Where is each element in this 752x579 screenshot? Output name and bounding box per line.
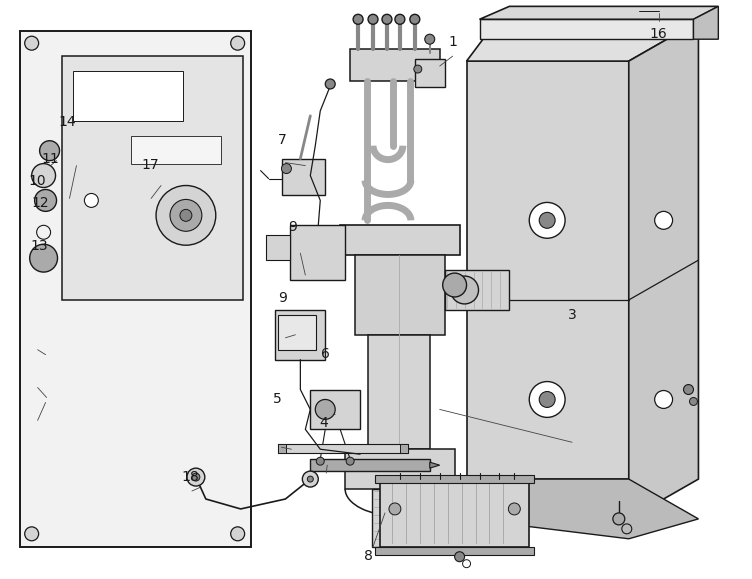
Bar [278,444,408,453]
Text: 9: 9 [278,291,287,305]
Text: 6: 6 [320,347,329,361]
Bar [74,71,183,121]
Circle shape [655,211,672,229]
Bar [278,444,287,453]
Bar [278,315,317,350]
Polygon shape [283,159,326,196]
Polygon shape [290,225,345,280]
Circle shape [690,397,697,405]
Polygon shape [693,6,718,39]
Text: 8: 8 [364,549,373,563]
Circle shape [539,212,555,228]
Circle shape [450,276,478,304]
Circle shape [455,552,465,562]
Circle shape [326,79,335,89]
Polygon shape [20,31,250,547]
Circle shape [308,476,314,482]
Polygon shape [275,310,326,360]
Circle shape [539,391,555,408]
Circle shape [315,400,335,419]
Circle shape [187,468,205,486]
Text: 4: 4 [320,416,328,430]
Text: 5: 5 [273,392,281,406]
Text: 14: 14 [59,115,77,129]
Polygon shape [265,235,290,260]
Text: 1: 1 [449,35,457,49]
Bar [415,59,444,87]
Text: 18: 18 [181,470,199,484]
Circle shape [231,36,244,50]
Circle shape [346,457,354,465]
Circle shape [25,527,38,541]
Polygon shape [62,56,243,300]
Polygon shape [368,335,429,449]
Polygon shape [629,21,699,519]
Text: 11: 11 [41,152,59,166]
Circle shape [414,65,422,73]
Bar [375,547,534,555]
Circle shape [382,14,392,24]
Polygon shape [380,479,529,547]
Polygon shape [466,479,699,539]
Circle shape [156,185,216,245]
Circle shape [170,199,202,231]
Polygon shape [444,270,509,310]
Text: 9: 9 [289,220,297,234]
Circle shape [317,457,324,465]
Bar [400,444,408,453]
Circle shape [684,384,693,394]
Circle shape [508,503,520,515]
Text: 3: 3 [568,309,577,323]
Circle shape [32,164,56,188]
Circle shape [425,34,435,44]
Circle shape [29,244,58,272]
Polygon shape [355,255,444,335]
Polygon shape [466,21,699,61]
Polygon shape [466,61,629,479]
Circle shape [613,513,625,525]
Polygon shape [480,6,718,19]
Circle shape [529,382,565,417]
Circle shape [281,164,292,174]
Circle shape [410,14,420,24]
Text: 7: 7 [278,133,287,146]
Text: 12: 12 [32,196,50,210]
Circle shape [395,14,405,24]
Circle shape [84,193,99,207]
Circle shape [368,14,378,24]
Text: 16: 16 [649,27,667,41]
Polygon shape [345,449,455,489]
Text: 10: 10 [28,174,46,188]
Circle shape [389,503,401,515]
Circle shape [180,210,192,221]
Circle shape [529,203,565,238]
Circle shape [40,141,59,160]
Text: 17: 17 [141,158,159,172]
Bar [375,475,534,483]
Polygon shape [311,459,429,471]
Text: 13: 13 [30,239,48,253]
Circle shape [35,189,56,211]
Circle shape [192,473,200,481]
Polygon shape [350,49,440,81]
Polygon shape [372,489,426,547]
Polygon shape [311,390,360,429]
Circle shape [302,471,318,487]
Polygon shape [429,462,440,468]
Circle shape [443,273,466,297]
Circle shape [353,14,363,24]
Circle shape [231,527,244,541]
Bar [131,135,221,164]
Circle shape [655,390,672,408]
Polygon shape [480,19,693,39]
Circle shape [25,36,38,50]
Polygon shape [340,225,459,255]
